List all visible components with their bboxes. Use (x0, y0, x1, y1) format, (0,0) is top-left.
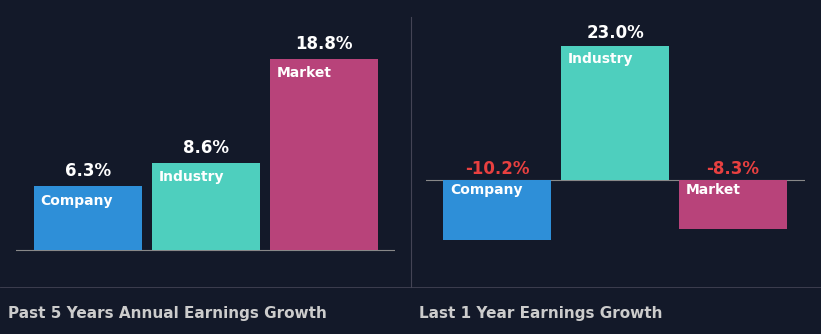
Bar (561, 46, 669, 180)
Text: Last 1 Year Earnings Growth: Last 1 Year Earnings Growth (419, 306, 663, 321)
Text: Company: Company (450, 183, 522, 197)
Bar (679, 180, 787, 229)
Text: -8.3%: -8.3% (707, 160, 759, 178)
Text: Past 5 Years Annual Earnings Growth: Past 5 Years Annual Earnings Growth (8, 306, 327, 321)
Text: 18.8%: 18.8% (295, 35, 352, 53)
Text: 8.6%: 8.6% (183, 139, 229, 157)
Bar (443, 180, 552, 240)
Text: Market: Market (277, 66, 332, 80)
Text: Industry: Industry (158, 170, 224, 184)
Text: Market: Market (686, 183, 741, 197)
Text: -10.2%: -10.2% (465, 160, 530, 178)
Bar (269, 59, 378, 250)
Bar (34, 186, 142, 250)
Text: Industry: Industry (568, 51, 634, 65)
Text: Company: Company (41, 194, 113, 208)
Text: 23.0%: 23.0% (586, 24, 644, 42)
Bar (152, 163, 260, 250)
Text: 6.3%: 6.3% (65, 162, 111, 180)
